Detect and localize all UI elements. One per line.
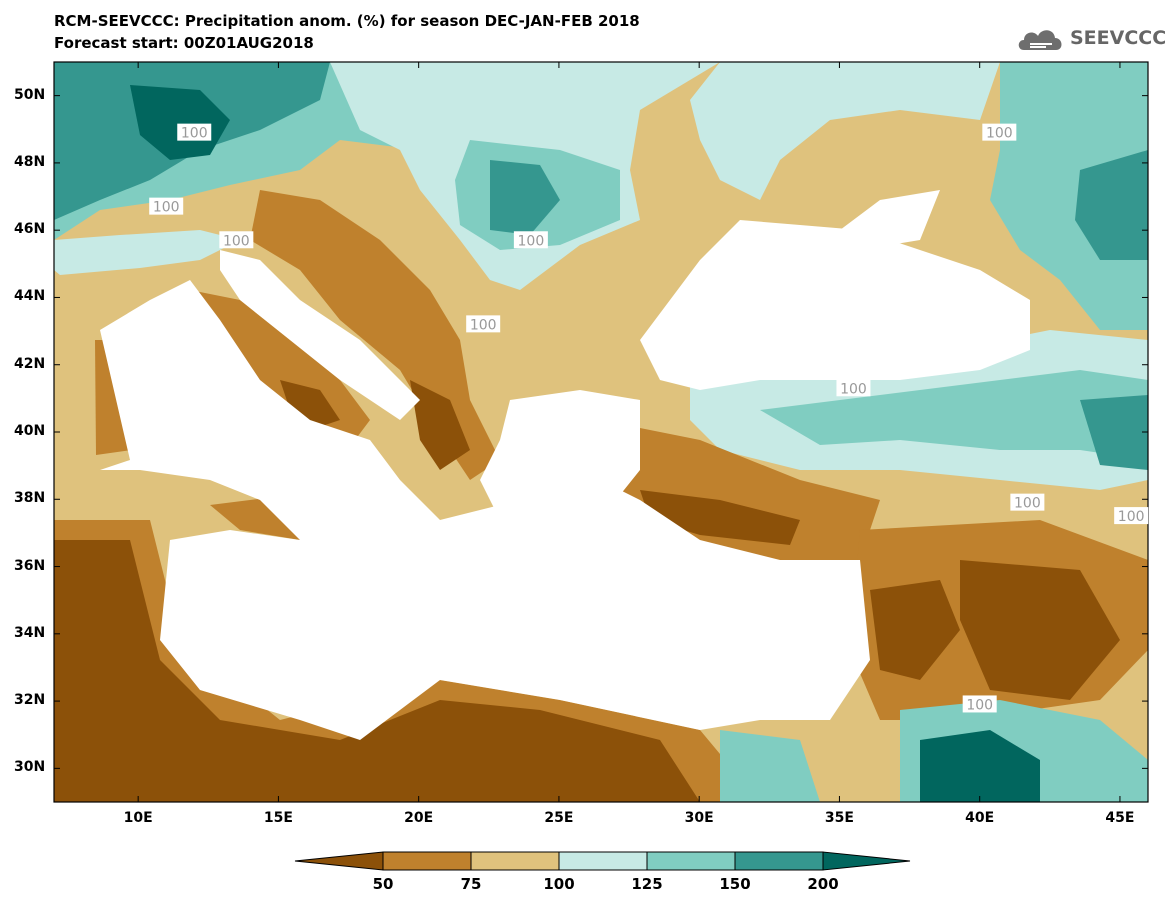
black-sea (640, 220, 1030, 390)
n-africa-dark-brown (54, 540, 700, 802)
lat-label: 50N (14, 86, 46, 103)
map-title: RCM-SEEVCCC: Precipitation anom. (%) for… (54, 12, 640, 30)
colorbar-box (470, 851, 560, 871)
aegean-sea (480, 390, 640, 560)
levant-dark-brown (870, 580, 960, 680)
lat-label: 44N (14, 288, 46, 305)
contour-label: 100 (470, 317, 497, 333)
contour-label: 100 (518, 233, 545, 249)
contour-label: 100 (223, 233, 250, 249)
lat-label: 34N (14, 624, 46, 641)
contour-label-bg (149, 197, 184, 215)
lon-label: 45E (1105, 810, 1135, 826)
contour-label-bg (982, 123, 1017, 141)
colorbar-label: 50 (372, 875, 394, 893)
contour-label-bg (962, 695, 997, 713)
lat-label: 36N (14, 557, 46, 574)
contour-label: 100 (986, 126, 1013, 142)
lon-label: 40E (965, 810, 995, 826)
mediterranean-sea (100, 280, 870, 740)
contour-label-bg (219, 231, 254, 249)
contour-label-bg (513, 231, 548, 249)
contour-label: 100 (840, 381, 867, 397)
contour-label: 100 (153, 200, 180, 216)
brand-name: SEEVCCC (1070, 27, 1165, 49)
lon-label: 20E (404, 810, 434, 826)
cloud-logo-icon (1018, 30, 1062, 50)
iraq-dark-brown (960, 560, 1120, 700)
colorbar-box (734, 851, 824, 871)
nw-darkest-teal-region (130, 85, 230, 160)
lon-label: 30E (684, 810, 714, 826)
turkey-north-teal (760, 370, 1148, 460)
contour-label: 100 (966, 697, 993, 713)
lat-label: 42N (14, 355, 46, 372)
brand-logo: SEEVCCC (1016, 24, 1165, 52)
east-teal (990, 62, 1148, 330)
ne-turkey-dark-teal (1080, 395, 1148, 470)
lat-label: 38N (14, 490, 46, 507)
colorbar-box (646, 851, 736, 871)
red-sea-teal (720, 730, 820, 802)
lon-label: 10E (123, 810, 153, 826)
ukraine-light-teal (690, 62, 1000, 200)
axis-ticks (54, 62, 1148, 802)
contour-label: 100 (181, 126, 208, 142)
lat-label: 30N (14, 759, 46, 776)
colorbar-label: 150 (719, 875, 751, 893)
lon-label: 15E (263, 810, 293, 826)
lat-label: 40N (14, 423, 46, 439)
contour-label-bg (1010, 493, 1045, 511)
balkan-dark-brown (410, 380, 470, 470)
arabia-darkest-teal (920, 730, 1040, 802)
colorbar-label: 125 (631, 875, 663, 893)
colorbar-box (558, 851, 648, 871)
colorbar-box (382, 851, 472, 871)
colorbar-label: 75 (460, 875, 482, 893)
contour-labels: 100 100 100 100 100 100 100 100 100 100 (149, 123, 1149, 713)
contour-label: 100 (1118, 509, 1145, 525)
contour-label-bg (1114, 507, 1149, 525)
map-fields (54, 62, 1148, 802)
contour-label-bg (466, 315, 501, 333)
lat-label: 46N (14, 221, 46, 238)
colorbar-under-triangle (294, 851, 384, 871)
lon-label: 35E (824, 810, 854, 826)
forecast-start-text: Forecast start: 00Z01AUG2018 (54, 34, 314, 52)
colorbar-label: 100 (543, 875, 575, 893)
lat-label: 32N (14, 692, 46, 709)
contour-label-bg (836, 379, 871, 397)
colorbar (294, 851, 911, 871)
alps-light-teal (54, 230, 240, 275)
colorbar-over-triangle (822, 851, 911, 871)
anatolia-dark-brown (640, 490, 800, 545)
italy-dark-brown (280, 380, 340, 430)
contour-label-bg (177, 123, 212, 141)
colorbar-label: 200 (807, 875, 839, 893)
lat-label: 48N (14, 153, 46, 170)
adriatic-sea (220, 250, 420, 420)
azov-sea (840, 190, 940, 250)
east-dark-teal (1075, 150, 1148, 260)
contour-label: 100 (1014, 496, 1041, 512)
lon-label: 25E (544, 810, 574, 826)
carpathian-dark-teal (490, 160, 560, 235)
